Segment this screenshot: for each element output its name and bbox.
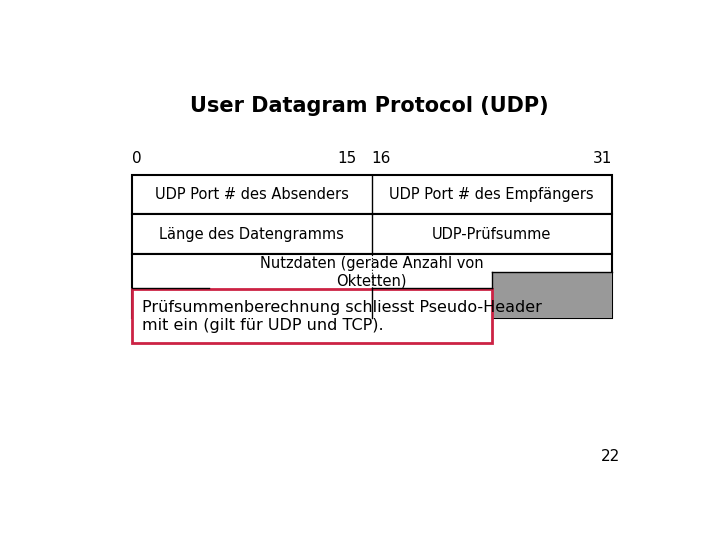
Bar — [132, 254, 612, 319]
Bar — [132, 214, 612, 254]
Text: User Datagram Protocol (UDP): User Datagram Protocol (UDP) — [189, 96, 549, 117]
Text: UDP Port # des Empfängers: UDP Port # des Empfängers — [390, 187, 594, 202]
Text: UDP-Prüfsumme: UDP-Prüfsumme — [432, 227, 552, 242]
Bar — [132, 175, 612, 214]
Bar — [132, 289, 492, 343]
Text: 22: 22 — [601, 449, 620, 464]
Text: Länge des Datengramms: Länge des Datengramms — [159, 227, 344, 242]
Text: 15: 15 — [338, 151, 357, 166]
Bar — [492, 272, 612, 287]
Text: 16: 16 — [372, 151, 391, 166]
Text: UDP Port # des Absenders: UDP Port # des Absenders — [155, 187, 348, 202]
Text: Prüfsummenberechnung schliesst Pseudo-Header
mit ein (gilt für UDP und TCP).: Prüfsummenberechnung schliesst Pseudo-He… — [142, 300, 541, 333]
Bar — [372, 287, 612, 319]
Text: 31: 31 — [593, 151, 612, 166]
Text: Nutzdaten (gerade Anzahl von
Oktetten): Nutzdaten (gerade Anzahl von Oktetten) — [260, 256, 484, 288]
Text: 0: 0 — [132, 151, 141, 166]
